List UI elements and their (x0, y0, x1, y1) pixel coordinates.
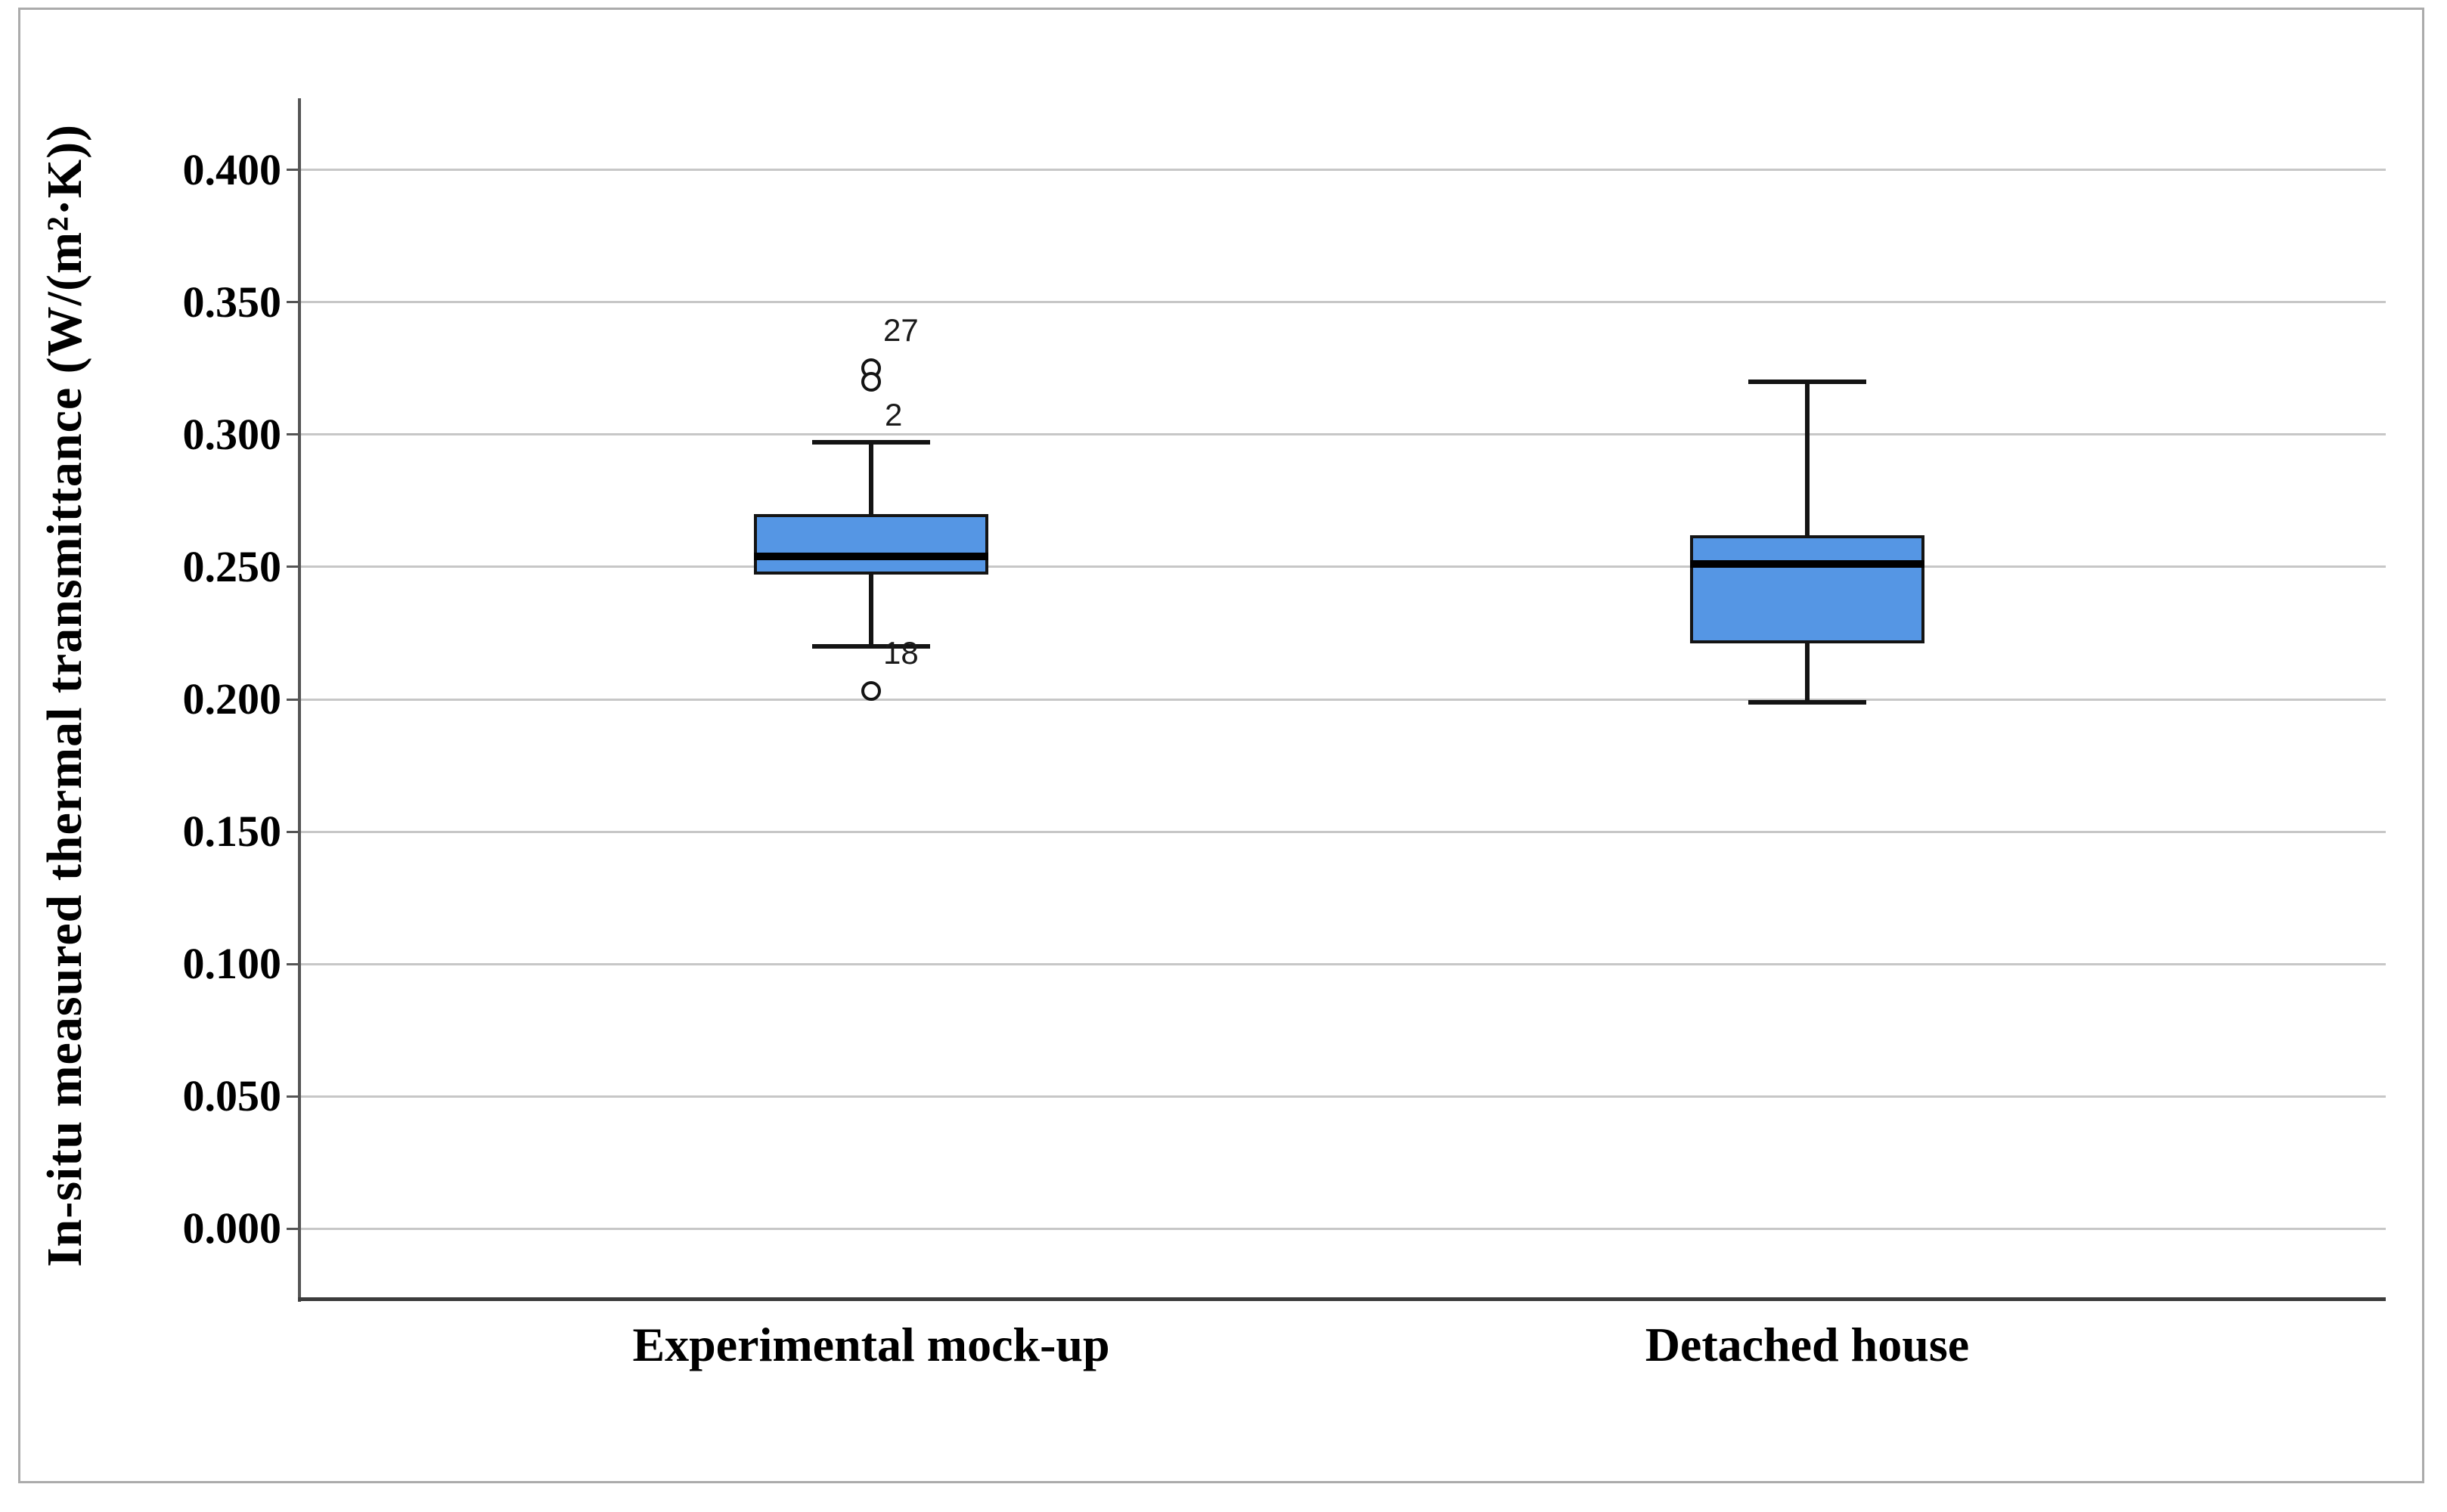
y-tick-label: 0.250 (182, 541, 282, 591)
y-tick-label: 0.400 (182, 144, 282, 194)
outlier-label: 2 (885, 396, 903, 432)
x-axis-line (298, 1297, 2386, 1301)
whisker-cap-upper (1748, 379, 1866, 384)
y-tick (287, 301, 301, 304)
median-line (754, 552, 989, 560)
y-tick (287, 565, 301, 569)
gridline (301, 1095, 2386, 1098)
gridline (301, 1227, 2386, 1230)
y-tick-label: 0.000 (182, 1204, 282, 1253)
y-tick-label: 0.100 (182, 939, 282, 989)
gridline (301, 301, 2386, 304)
gridline (301, 830, 2386, 833)
y-axis-line (298, 98, 301, 1302)
whisker-lower (1804, 643, 1810, 702)
y-tick (287, 830, 301, 833)
y-tick (287, 962, 301, 965)
whisker-upper (1804, 381, 1810, 535)
outlier-circle (861, 681, 882, 702)
whisker-cap-upper (812, 440, 931, 445)
whisker-cap-lower (812, 643, 931, 649)
outlier-label: 18 (883, 635, 919, 671)
outlier-label: 27 (883, 312, 919, 349)
median-line (1689, 560, 1924, 569)
y-tick-label: 0.350 (182, 277, 282, 327)
y-tick (287, 169, 301, 172)
y-tick (287, 1227, 301, 1230)
outlier-circle (861, 371, 882, 392)
gridline (301, 169, 2386, 172)
whisker-lower (869, 575, 874, 646)
y-tick-label: 0.300 (182, 409, 282, 459)
whisker-upper (869, 442, 874, 514)
box-rect (1689, 534, 1924, 644)
whisker-cap-lower (1748, 699, 1866, 705)
category-label: Experimental mock-up (632, 1318, 1110, 1371)
box-rect (754, 513, 989, 575)
gridline (301, 698, 2386, 701)
y-tick-label: 0.200 (182, 674, 282, 723)
gridline (301, 962, 2386, 965)
y-tick (287, 698, 301, 701)
gridline (301, 433, 2386, 436)
y-tick-label: 0.050 (182, 1071, 282, 1121)
y-tick-label: 0.150 (182, 807, 282, 857)
y-tick (287, 1095, 301, 1098)
gridline (301, 565, 2386, 569)
y-tick (287, 433, 301, 436)
figure-border (18, 8, 2424, 1483)
category-label: Detached house (1645, 1318, 1970, 1371)
